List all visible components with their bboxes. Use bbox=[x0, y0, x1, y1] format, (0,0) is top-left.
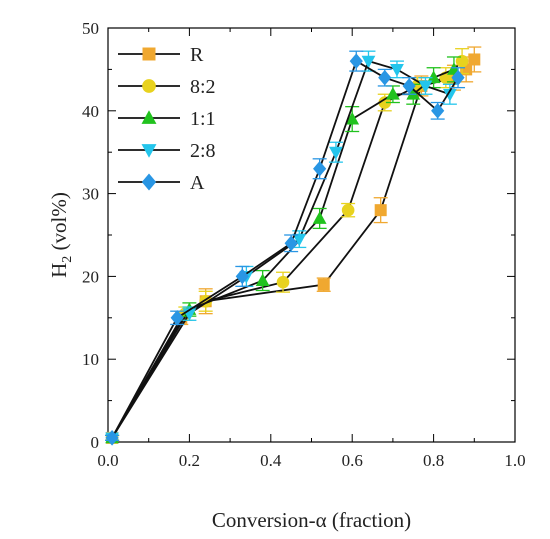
data-point bbox=[345, 111, 360, 125]
data-point bbox=[418, 80, 433, 94]
legend-marker bbox=[142, 79, 156, 93]
y-tick-label: 40 bbox=[82, 102, 99, 121]
y-tick-label: 50 bbox=[82, 19, 99, 38]
plot-area bbox=[105, 46, 482, 446]
data-point bbox=[361, 55, 376, 69]
data-point bbox=[312, 211, 327, 224]
data-point bbox=[170, 310, 184, 326]
legend-item: 2:8 bbox=[118, 140, 216, 162]
data-point bbox=[317, 278, 330, 291]
data-point bbox=[455, 54, 469, 68]
y-axis-title-subscript: 2 bbox=[60, 256, 75, 263]
legend-item: A bbox=[118, 172, 205, 194]
y-tick-label: 10 bbox=[82, 350, 99, 369]
x-tick-label: 1.0 bbox=[504, 451, 525, 470]
data-point bbox=[292, 233, 307, 247]
data-point bbox=[313, 160, 327, 177]
legend-item: 1:1 bbox=[118, 108, 216, 130]
legend-label: 8:2 bbox=[190, 76, 216, 98]
axes: 0.0 0.2 0.4 0.6 0.8 1.0 0 10 20 30 40 50 bbox=[82, 19, 526, 470]
legend-label: 2:8 bbox=[190, 140, 216, 162]
data-point bbox=[406, 87, 421, 100]
x-tick-label: 0.4 bbox=[260, 451, 282, 470]
legend-label: A bbox=[190, 172, 205, 194]
series-line bbox=[111, 59, 459, 439]
data-point bbox=[442, 88, 457, 102]
series-5 bbox=[105, 50, 466, 446]
series-4 bbox=[105, 50, 457, 446]
data-point bbox=[329, 146, 343, 160]
x-tick-label: 0.6 bbox=[342, 451, 363, 470]
legend-item: 8:2 bbox=[118, 76, 216, 98]
legend-item: R bbox=[118, 44, 204, 66]
data-point bbox=[341, 203, 355, 217]
data-point bbox=[276, 275, 290, 289]
data-point bbox=[390, 64, 404, 77]
legend-label: R bbox=[190, 44, 204, 66]
y-axis-title-main: H bbox=[47, 263, 71, 278]
data-point bbox=[349, 53, 363, 69]
x-tick-label: 0.2 bbox=[179, 451, 200, 470]
legend-marker bbox=[141, 110, 157, 124]
legend-marker bbox=[141, 144, 157, 158]
data-point bbox=[284, 235, 298, 252]
y-axis-title-tail: (vol%) bbox=[47, 192, 71, 256]
x-tick-label: 0.8 bbox=[423, 451, 444, 470]
data-point bbox=[235, 268, 249, 285]
data-point bbox=[431, 103, 445, 119]
x-axis-title: Conversion-α (fraction) bbox=[212, 508, 411, 532]
data-point bbox=[451, 69, 465, 86]
y-tick-label: 0 bbox=[91, 433, 100, 452]
legend-marker bbox=[141, 173, 157, 191]
data-point bbox=[255, 273, 270, 286]
y-axis-title: H2 (vol%) bbox=[47, 192, 75, 278]
data-point bbox=[426, 70, 441, 84]
data-point bbox=[386, 87, 400, 100]
legend-marker bbox=[142, 47, 156, 61]
y-tick-label: 20 bbox=[82, 267, 99, 286]
data-point bbox=[105, 430, 119, 446]
series-line bbox=[111, 68, 455, 439]
x-tick-label: 0.0 bbox=[97, 451, 118, 470]
data-point bbox=[468, 53, 481, 66]
data-point bbox=[378, 69, 392, 86]
legend-label: 1:1 bbox=[190, 108, 216, 130]
legend: R 8:2 1:1 2:8 A bbox=[118, 44, 216, 194]
data-point bbox=[402, 78, 416, 94]
y-tick-label: 30 bbox=[82, 185, 99, 204]
data-point bbox=[374, 204, 387, 217]
